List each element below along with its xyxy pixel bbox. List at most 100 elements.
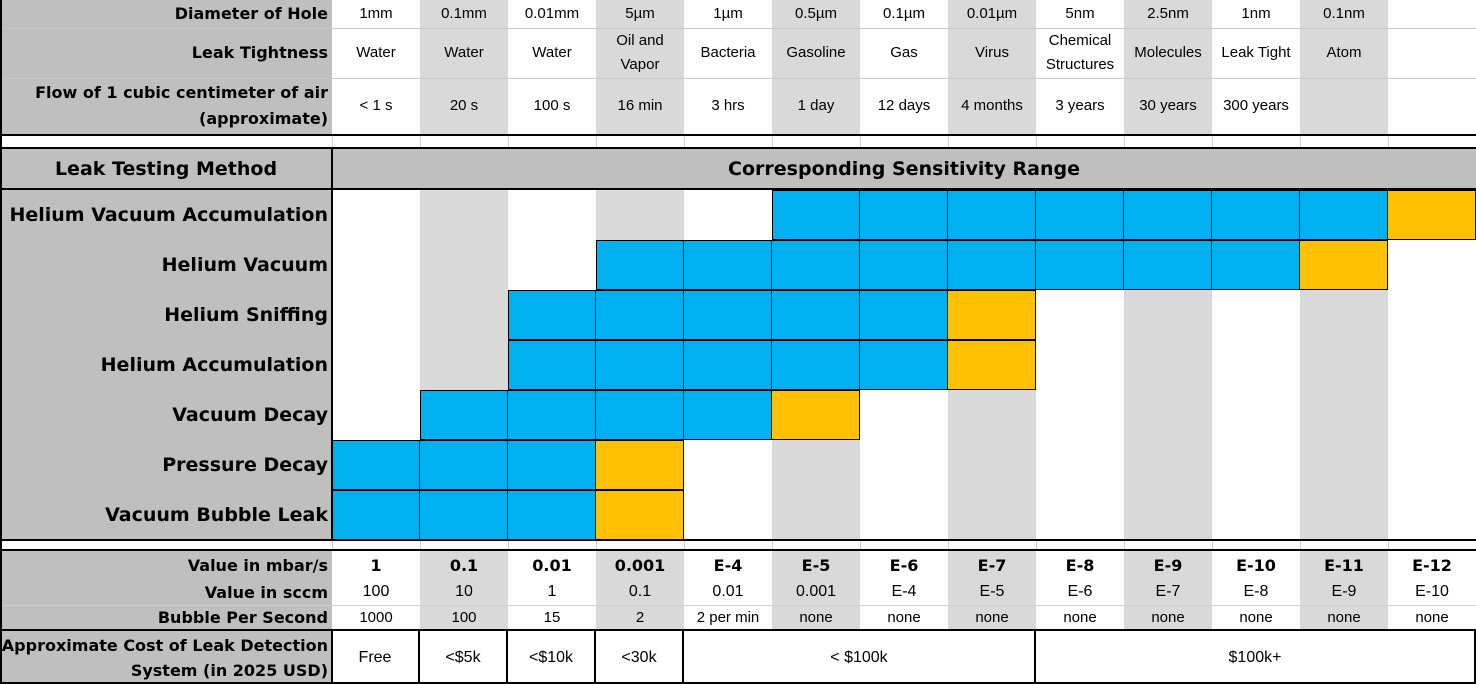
values-label-mbar: Value in mbar/s bbox=[187, 555, 328, 575]
values-divider bbox=[0, 605, 1476, 606]
sensitivity-range-cell bbox=[332, 490, 420, 540]
header-tightness-cell: Water bbox=[444, 44, 484, 61]
spacer-gridline bbox=[948, 136, 949, 148]
sensitivity-range-cell bbox=[860, 240, 948, 290]
value-mbar-cell: E-12 bbox=[1412, 555, 1452, 575]
header-flow-cell: 1 day bbox=[797, 97, 835, 114]
value-sccm-cell: 0.001 bbox=[795, 583, 837, 600]
sensitivity-limit-cell bbox=[596, 490, 684, 540]
header-tightness-cell: Molecules bbox=[1134, 44, 1202, 61]
spacer-gridline bbox=[772, 136, 773, 148]
header-stripe bbox=[772, 0, 860, 134]
value-sccm-cell: E-4 bbox=[891, 583, 917, 600]
sensitivity-limit-cell bbox=[1388, 190, 1476, 240]
sensitivity-range-cell bbox=[596, 290, 684, 340]
value-bubble-cell: 2 bbox=[635, 609, 645, 626]
sensitivity-range-cell bbox=[684, 390, 772, 440]
header-tightness-cell: Leak Tight bbox=[1221, 44, 1291, 61]
sensitivity-range-cell bbox=[772, 190, 860, 240]
header-tightness-cell: Atom bbox=[1326, 44, 1362, 61]
header-diameter-cell: 1nm bbox=[1241, 5, 1271, 22]
sensitivity-range-cell bbox=[1124, 240, 1212, 290]
header-diameter-cell: 2.5nm bbox=[1147, 5, 1189, 22]
values-stripe bbox=[948, 551, 1036, 630]
cost-cell: Free bbox=[332, 631, 420, 684]
sensitivity-range-cell bbox=[772, 240, 860, 290]
method-name: Pressure Decay bbox=[162, 454, 328, 476]
sensitivity-range-cell bbox=[772, 290, 860, 340]
value-mbar-cell: 0.01 bbox=[532, 555, 572, 575]
header-diameter-cell: 0.5µm bbox=[795, 5, 837, 22]
header-flow-cell: < 1 s bbox=[359, 97, 393, 114]
header-tightness-cell: Water bbox=[532, 44, 572, 61]
value-sccm-cell: 0.01 bbox=[712, 583, 744, 600]
spacer-band bbox=[0, 541, 1476, 550]
value-bubble-cell: 15 bbox=[543, 609, 561, 626]
value-bubble-cell: none bbox=[1327, 609, 1361, 626]
spacer-gridline bbox=[596, 541, 597, 550]
spacer-gridline bbox=[684, 136, 685, 148]
sensitivity-range-cell bbox=[596, 240, 684, 290]
header-tightness-cell: Bacteria bbox=[700, 44, 756, 61]
left-border bbox=[0, 0, 2, 684]
header-divider bbox=[0, 78, 1476, 79]
header-flow-cell bbox=[1300, 78, 1388, 134]
sensitivity-range-cell bbox=[596, 340, 684, 390]
spacer-gridline bbox=[772, 541, 773, 550]
sensitivity-range-cell bbox=[948, 240, 1036, 290]
spacer-gridline bbox=[332, 541, 333, 550]
header-diameter-cell: 0.1nm bbox=[1323, 5, 1365, 22]
header-diameter-cell: 0.01mm bbox=[524, 5, 580, 22]
cost-label: Approximate Cost of Leak Detection Syste… bbox=[1, 635, 328, 680]
values-label-bubble: Bubble Per Second bbox=[157, 608, 328, 627]
header-flow-cell bbox=[1388, 78, 1476, 134]
value-mbar-cell: 0.1 bbox=[449, 555, 479, 575]
header-stripe bbox=[596, 0, 684, 134]
value-sccm-cell: E-6 bbox=[1067, 583, 1093, 600]
spacer-gridline bbox=[420, 541, 421, 550]
sensitivity-range-cell bbox=[508, 290, 596, 340]
cost-cell: <$5k bbox=[420, 631, 508, 684]
value-mbar-cell: E-11 bbox=[1324, 555, 1364, 575]
sensitivity-range-cell bbox=[420, 490, 508, 540]
value-sccm-cell: E-10 bbox=[1415, 583, 1449, 600]
sensitivity-range-cell bbox=[508, 390, 596, 440]
header-divider bbox=[0, 28, 1476, 29]
header-flow-cell: 20 s bbox=[449, 97, 479, 114]
value-bubble-cell: none bbox=[887, 609, 921, 626]
title-divider bbox=[0, 188, 1476, 190]
spacer-gridline bbox=[860, 136, 861, 148]
sensitivity-limit-cell bbox=[596, 440, 684, 490]
value-sccm-cell: E-7 bbox=[1155, 583, 1181, 600]
header-tightness-cell: Gas bbox=[890, 44, 918, 61]
value-sccm-cell: 0.1 bbox=[628, 583, 652, 600]
spacer-gridline bbox=[1124, 136, 1125, 148]
sensitivity-range-cell bbox=[1212, 240, 1300, 290]
values-label-column bbox=[0, 551, 332, 684]
header-tightness-cell: Water bbox=[356, 44, 396, 61]
values-stripe bbox=[596, 551, 684, 630]
cost-cell: < $100k bbox=[684, 631, 1036, 684]
value-bubble-cell: none bbox=[1415, 609, 1449, 626]
value-sccm-cell: 1 bbox=[547, 583, 557, 600]
sensitivity-range-cell bbox=[1036, 240, 1124, 290]
value-bubble-cell: none bbox=[1063, 609, 1097, 626]
header-diameter-cell: 0.1mm bbox=[441, 5, 487, 22]
method-name: Helium Vacuum bbox=[161, 254, 328, 276]
header-flow-cell: 16 min bbox=[617, 97, 663, 114]
spacer-gridline bbox=[596, 136, 597, 148]
method-name: Vacuum Bubble Leak bbox=[105, 504, 328, 526]
cost-divider bbox=[0, 629, 1476, 631]
sensitivity-range-cell bbox=[948, 190, 1036, 240]
header-tightness-cell: Gasoline bbox=[786, 44, 846, 61]
spacer-gridline bbox=[1212, 541, 1213, 550]
header-diameter-cell: 1µm bbox=[713, 5, 743, 22]
value-bubble-cell: none bbox=[1151, 609, 1185, 626]
header-flow-cell: 100 s bbox=[533, 97, 571, 114]
sensitivity-range-cell bbox=[772, 340, 860, 390]
spacer-gridline bbox=[1300, 136, 1301, 148]
spacer-band bbox=[0, 136, 1476, 148]
spacer-gridline bbox=[1036, 541, 1037, 550]
value-sccm-cell: 10 bbox=[455, 583, 473, 600]
